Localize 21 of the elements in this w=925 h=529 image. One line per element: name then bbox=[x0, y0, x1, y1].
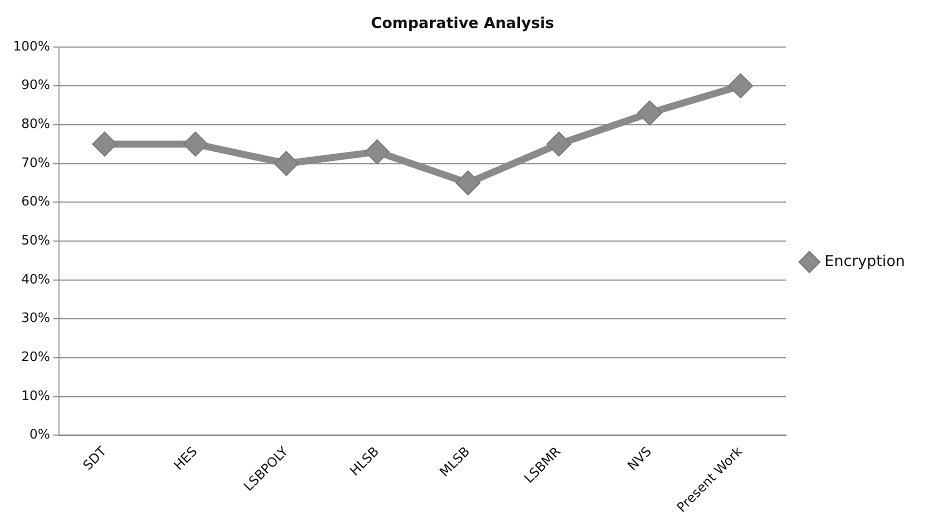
point bbox=[274, 150, 299, 176]
y-tick-label: 50% bbox=[21, 234, 50, 249]
y-tick-label: 90% bbox=[21, 78, 50, 94]
y-tick-label: 20% bbox=[21, 350, 50, 365]
point bbox=[546, 132, 572, 157]
point bbox=[364, 139, 390, 164]
y-tick-label: 10% bbox=[21, 388, 50, 404]
y-tick-label: 0% bbox=[30, 428, 50, 443]
y-tick-label: 30% bbox=[21, 311, 50, 326]
point bbox=[728, 73, 754, 98]
point bbox=[92, 132, 118, 157]
y-tick-label: 60% bbox=[21, 194, 50, 210]
legend-label: Encryption bbox=[824, 252, 905, 270]
point bbox=[455, 170, 480, 196]
point bbox=[182, 132, 208, 157]
y-tick-label: 80% bbox=[21, 117, 50, 132]
y-tick-label: 40% bbox=[21, 272, 50, 288]
y-tick-label: 70% bbox=[21, 156, 50, 171]
chart-title: Comparative Analysis bbox=[370, 14, 554, 32]
y-tick-label: 100% bbox=[12, 39, 50, 54]
point bbox=[637, 100, 662, 126]
